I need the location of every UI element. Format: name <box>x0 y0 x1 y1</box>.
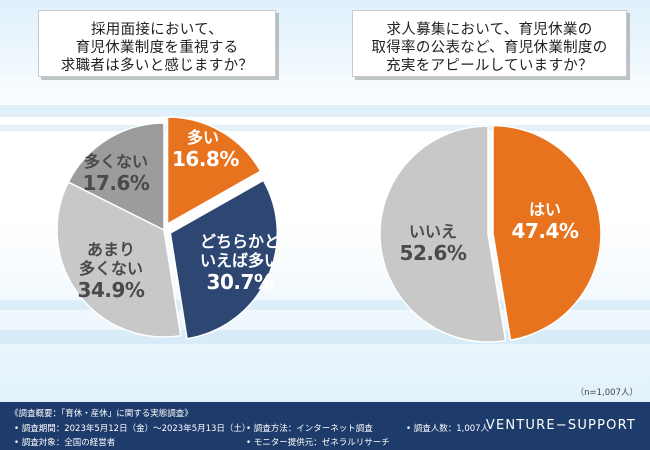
survey-provider: • モニター提供元：ゼネラルリサーチ <box>246 438 390 448</box>
pie-slice-1-1 <box>379 125 507 343</box>
survey-period: • 調査期間：2023年5月12日（金）〜2023年5月13日（土） <box>14 424 251 434</box>
question-line: 採用面接において、 <box>90 22 224 38</box>
slice-label-amari: あまり 多くない 34.9% <box>77 240 145 302</box>
question-line: 求人募集において、育児休業の <box>386 22 593 38</box>
sample-size-note: （n=1,007人） <box>575 388 638 398</box>
brand-logo: VENTURE−SUPPORT <box>485 418 636 433</box>
pie-charts <box>56 116 602 343</box>
slice-label-iie: いいえ 52.6% <box>399 222 467 265</box>
question-line: 求職者は多いと感じますか？ <box>60 58 254 74</box>
decor-stripe <box>0 105 650 117</box>
survey-footer: 《調査概要：「育休・産休」に関する実態調査》 • 調査期間：2023年5月12日… <box>0 402 650 450</box>
question-line: 育児休業制度を重視する <box>75 40 239 56</box>
slice-label-hai: はい 47.4% <box>511 200 579 243</box>
survey-method: • 調査方法：インターネット調査 <box>246 424 373 434</box>
question-line: 取得率の公表など、育児休業制度の <box>371 40 608 56</box>
pie-slice-1-0 <box>492 124 602 342</box>
survey-target: • 調査対象：全国の経営者 <box>14 438 116 448</box>
decor-stripe <box>0 300 650 310</box>
pie-slice-0-2 <box>56 181 182 338</box>
slice-label-ookunai: 多くない 17.6% <box>82 152 150 195</box>
question-box-right: 求人募集において、育児休業の 取得率の公表など、育児休業制度の 充実をアピールし… <box>352 10 627 77</box>
question-box-left: 採用面接において、 育児休業制度を重視する 求職者は多いと感じますか？ <box>38 10 276 77</box>
survey-count: • 調査人数：1,007人 <box>406 424 490 434</box>
slice-label-dochiraka: どちらかと いえば多い 30.7% <box>199 232 280 294</box>
survey-heading: 《調査概要：「育休・産休」に関する実態調査》 <box>10 409 193 419</box>
question-line: 充実をアピールしていますか？ <box>386 58 593 74</box>
pie-slice-0-0 <box>166 116 262 226</box>
pie-slice-0-1 <box>169 179 278 340</box>
decor-stripe <box>0 125 650 131</box>
pie-slice-0-3 <box>67 122 165 232</box>
slice-label-ooi: 多い 16.8% <box>172 128 239 171</box>
